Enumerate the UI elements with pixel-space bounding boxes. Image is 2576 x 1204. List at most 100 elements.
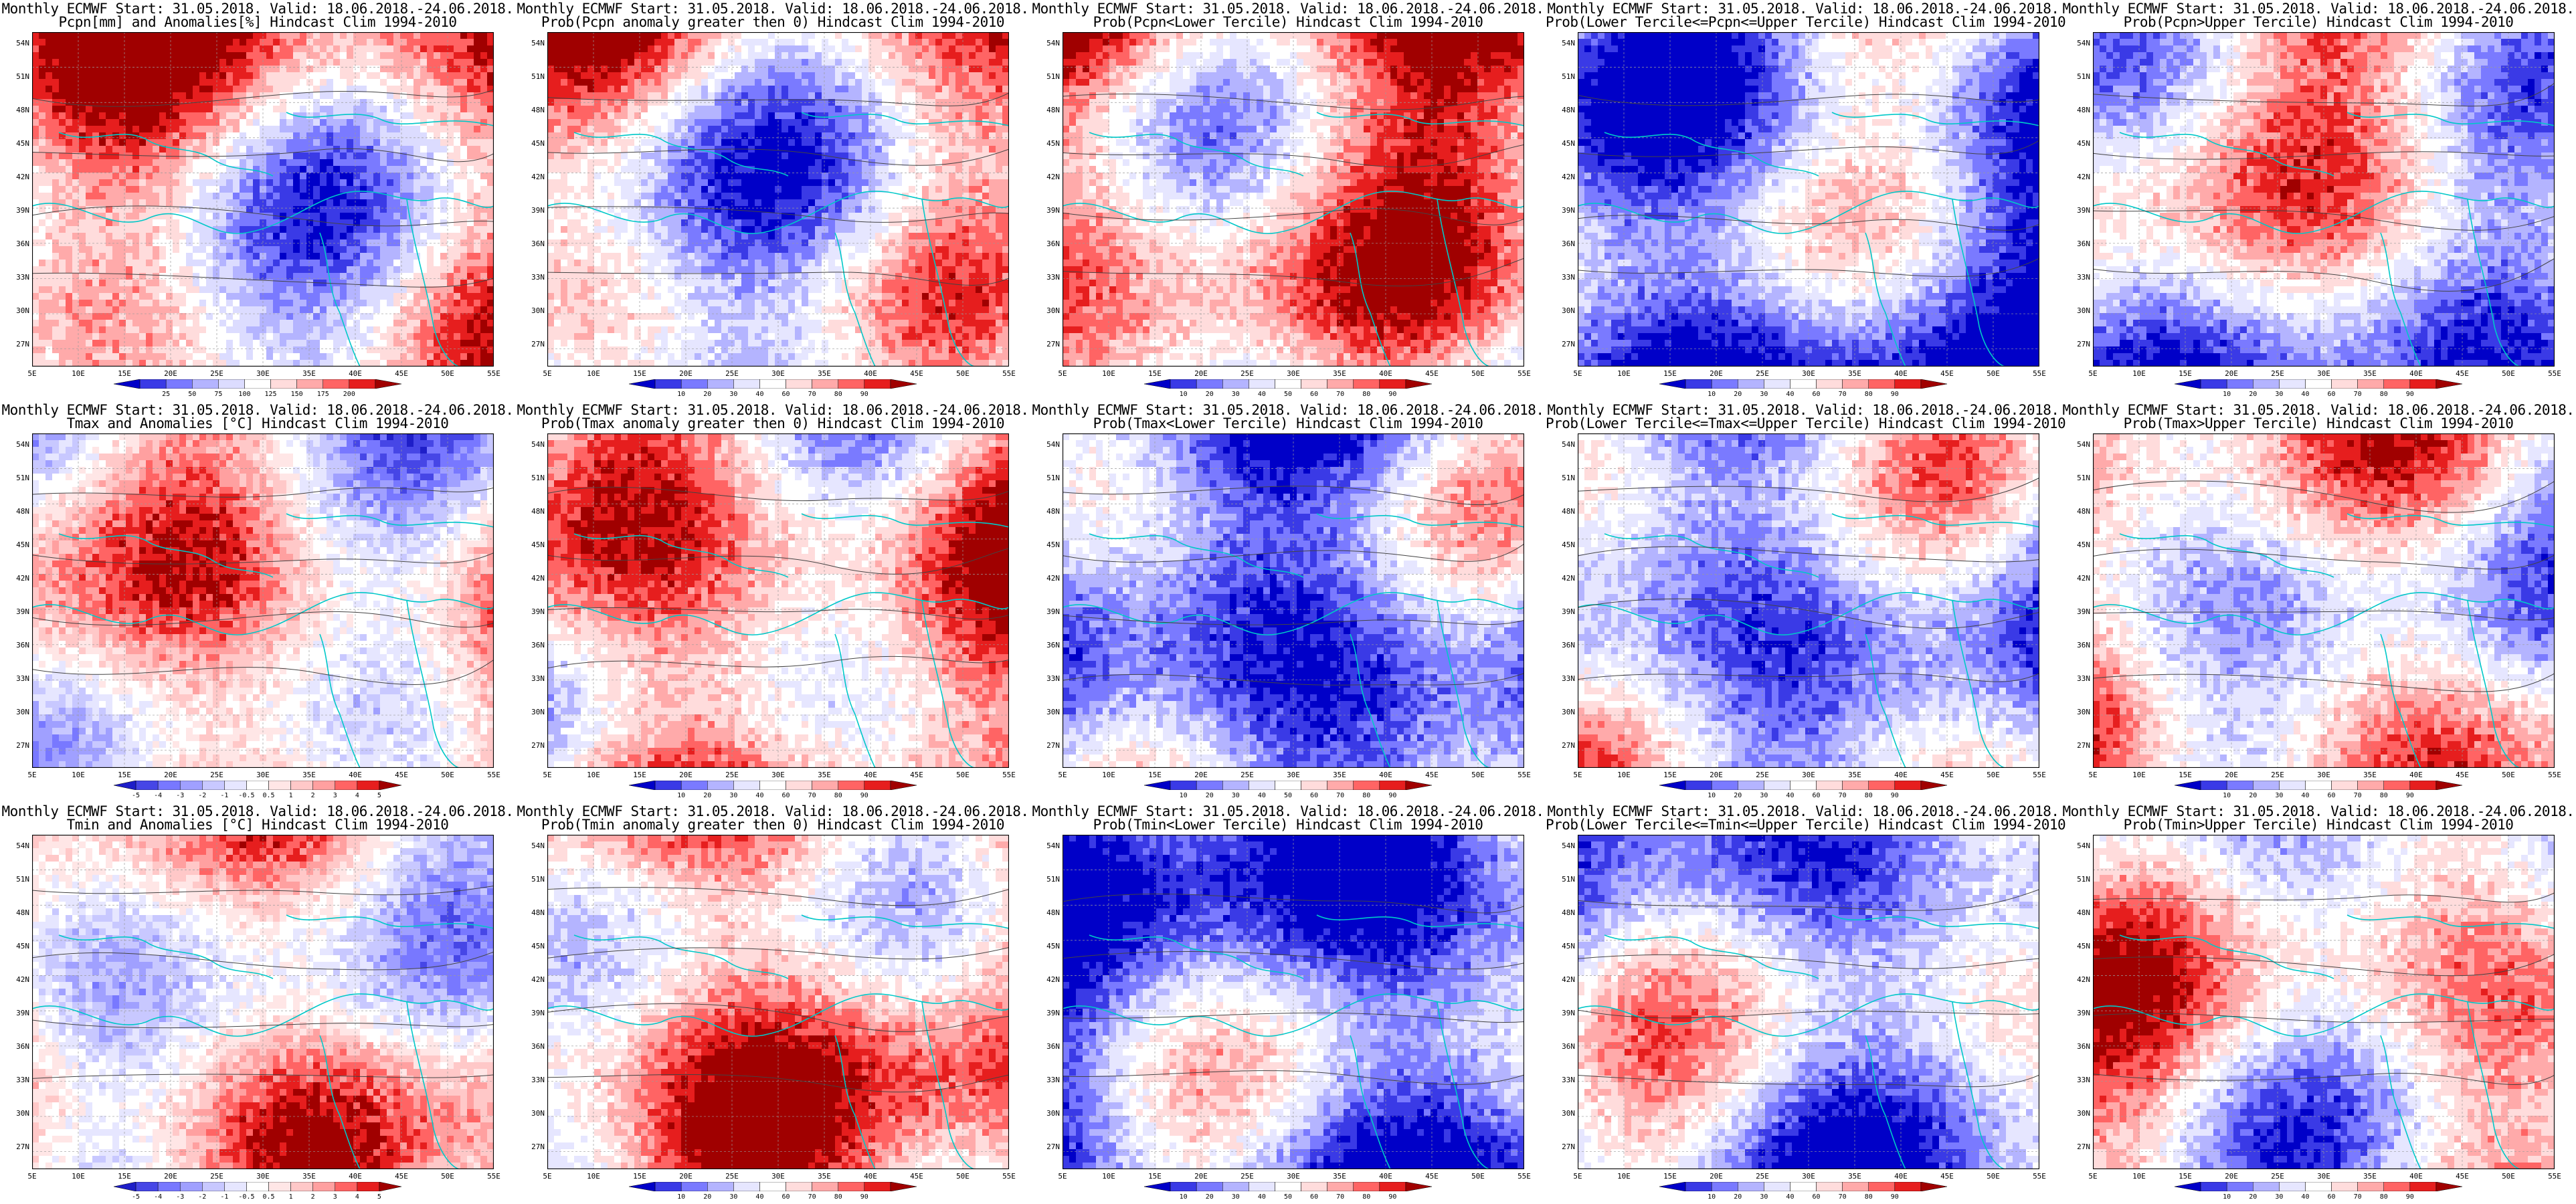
field-cell: [554, 126, 561, 133]
field-cell: [333, 293, 341, 300]
field-cell: [989, 126, 996, 133]
field-cell: [219, 193, 227, 200]
field-cell: [407, 266, 414, 274]
field-cell: [353, 139, 361, 146]
field-cell: [199, 226, 207, 233]
field-cell: [327, 39, 334, 46]
field-cell: [608, 146, 615, 153]
field-cell: [300, 333, 307, 340]
field-cell: [79, 213, 86, 220]
field-cell: [340, 126, 347, 133]
field-cell: [674, 39, 682, 46]
field-cell: [286, 239, 294, 247]
field-cell: [955, 45, 963, 53]
field-cell: [741, 86, 749, 93]
field-cell: [32, 66, 39, 73]
field-cell: [79, 353, 86, 361]
field-cell: [92, 39, 100, 46]
field-cell: [648, 59, 655, 66]
field-cell: [213, 126, 220, 133]
field-cell: [273, 199, 280, 207]
field-cell: [1002, 106, 1009, 113]
field-cell: [173, 112, 180, 120]
field-cell: [206, 253, 213, 260]
field-cell: [306, 45, 314, 53]
field-cell: [146, 333, 153, 340]
field-cell: [822, 146, 829, 153]
field-cell: [166, 92, 173, 100]
field-cell: [159, 173, 167, 180]
field-cell: [929, 32, 936, 39]
field-cell: [226, 246, 234, 254]
field-cell: [99, 153, 106, 160]
field-cell: [628, 139, 635, 146]
field-cell: [842, 72, 849, 80]
field-cell: [233, 306, 240, 314]
field-cell: [848, 92, 856, 100]
field-cell: [193, 119, 200, 126]
field-cell: [996, 86, 1003, 93]
field-cell: [119, 199, 126, 207]
field-cell: [962, 86, 970, 93]
field-cell: [173, 246, 180, 254]
field-cell: [179, 219, 187, 227]
field-cell: [293, 266, 300, 274]
field-cell: [454, 112, 461, 120]
field-cell: [648, 126, 655, 133]
field-cell: [447, 106, 454, 113]
field-cell: [474, 273, 481, 280]
field-cell: [347, 193, 354, 200]
field-cell: [206, 340, 213, 347]
field-cell: [347, 86, 354, 93]
field-cell: [246, 219, 254, 227]
field-cell: [327, 313, 334, 320]
field-cell: [902, 159, 909, 167]
field-cell: [219, 126, 227, 133]
field-cell: [112, 313, 120, 320]
field-cell: [166, 300, 173, 307]
field-cell: [146, 346, 153, 354]
field-cell: [139, 179, 147, 187]
field-cell: [45, 306, 53, 314]
field-cell: [206, 320, 213, 327]
field-cell: [139, 153, 147, 160]
field-cell: [741, 32, 749, 39]
field-cell: [855, 59, 862, 66]
field-cell: [340, 112, 347, 120]
field-cell: [761, 132, 769, 140]
field-cell: [360, 153, 367, 160]
field-cell: [976, 153, 983, 160]
field-cell: [373, 79, 381, 86]
field-cell: [139, 313, 147, 320]
field-cell: [206, 199, 213, 207]
field-cell: [420, 253, 428, 260]
field-cell: [895, 52, 903, 60]
field-cell: [721, 153, 729, 160]
field-cell: [112, 79, 120, 86]
field-cell: [273, 45, 280, 53]
field-cell: [795, 32, 802, 39]
field-cell: [788, 106, 796, 113]
field-cell: [240, 353, 247, 361]
field-cell: [52, 280, 60, 287]
field-cell: [213, 52, 220, 60]
field-cell: [313, 166, 320, 173]
field-cell: [59, 226, 66, 233]
field-cell: [146, 193, 153, 200]
field-cell: [193, 213, 200, 220]
field-cell: [126, 146, 133, 153]
field-cell: [213, 239, 220, 247]
field-cell: [112, 132, 120, 140]
field-cell: [407, 333, 414, 340]
field-cell: [240, 179, 247, 187]
lon-label: 20E: [157, 369, 184, 378]
field-cell: [367, 79, 374, 86]
field-cell: [434, 360, 441, 367]
field-cell: [179, 360, 187, 367]
field-cell: [199, 59, 207, 66]
field-cell: [561, 112, 568, 120]
field-cell: [601, 139, 608, 146]
field-cell: [587, 106, 595, 113]
field-cell: [233, 280, 240, 287]
field-cell: [400, 166, 407, 173]
